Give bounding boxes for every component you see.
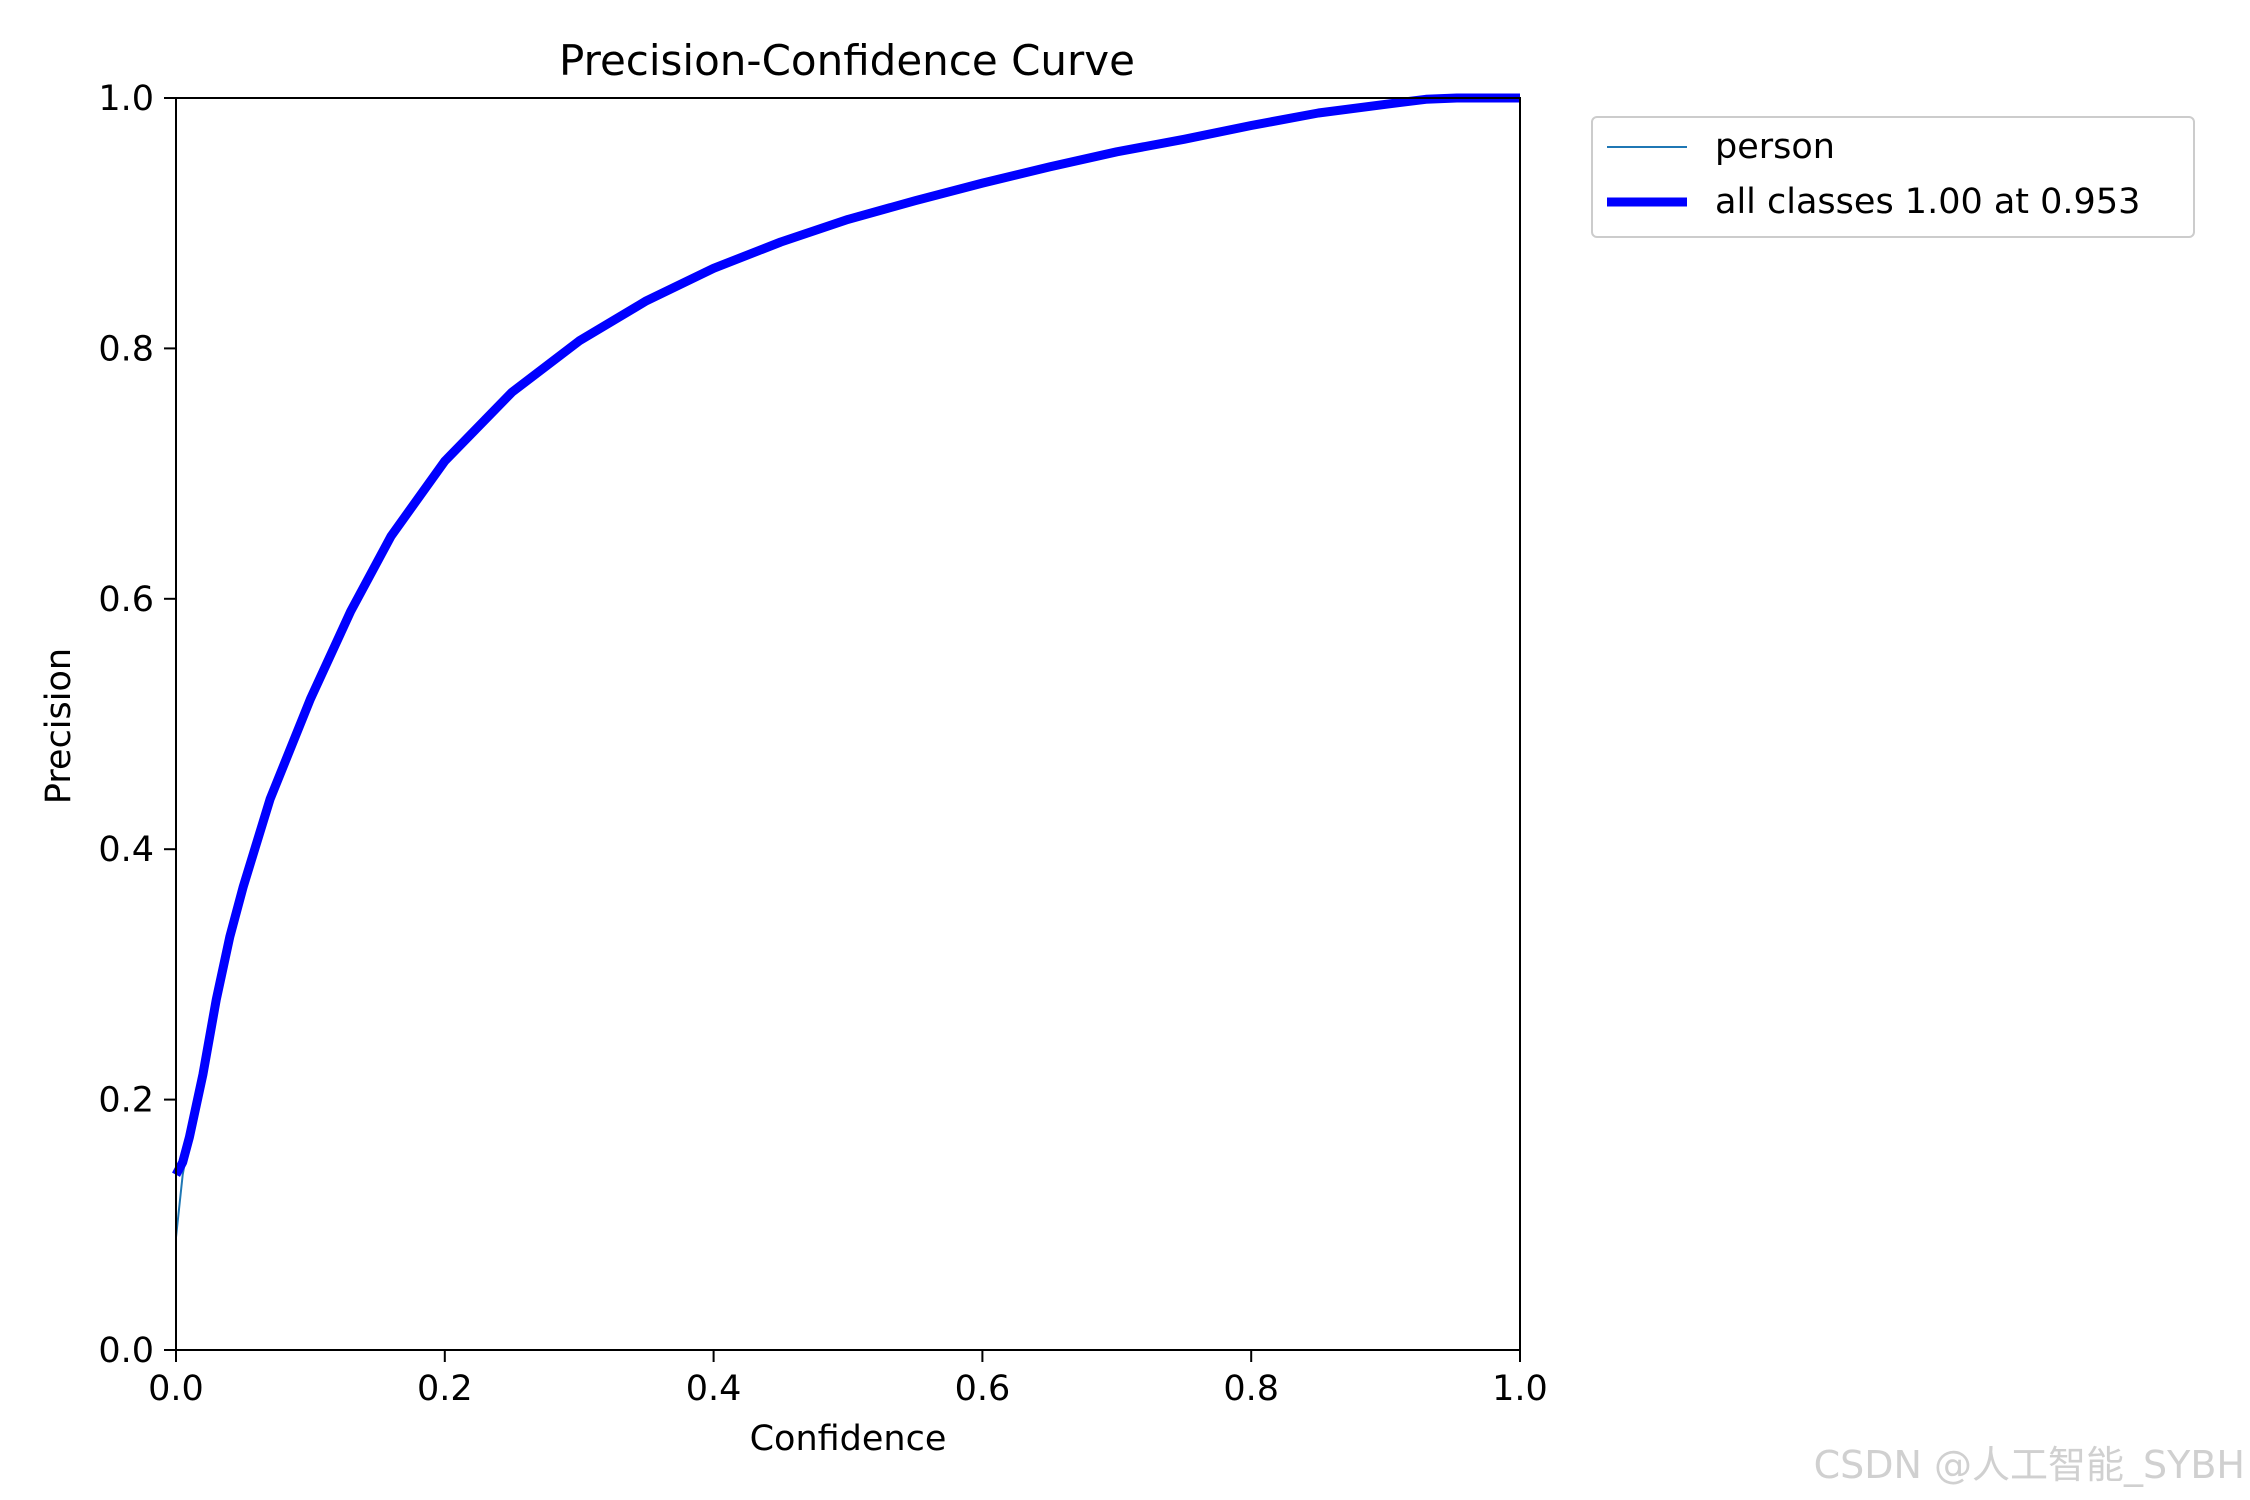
plot-lines — [172, 93, 1520, 1238]
y-tick-label: 0.8 — [98, 329, 154, 369]
y-tick-label: 0.0 — [98, 1331, 154, 1371]
x-axis-label: Confidence — [750, 1419, 947, 1459]
y-tick-label: 1.0 — [98, 79, 154, 119]
y-tick-label: 0.4 — [98, 830, 154, 870]
series-line-all-classes — [172, 93, 1520, 1177]
x-tick-label: 0.0 — [148, 1369, 204, 1409]
legend: person all classes 1.00 at 0.953 — [1591, 116, 2195, 238]
x-tick-label: 0.8 — [1223, 1369, 1279, 1409]
plot-frame — [175, 97, 1521, 1351]
x-tick-label: 0.4 — [686, 1369, 742, 1409]
y-axis-label: Precision — [39, 648, 79, 804]
y-tick-label: 0.2 — [98, 1081, 154, 1121]
x-tick-label: 1.0 — [1492, 1369, 1548, 1409]
y-tick-label: 0.6 — [98, 580, 154, 620]
watermark: CSDN @人工智能_SYBH — [1814, 1443, 2245, 1487]
x-tick-label: 0.2 — [417, 1369, 473, 1409]
legend-label-all-classes: all classes 1.00 at 0.953 — [1715, 182, 2140, 222]
series-line-person — [175, 97, 1520, 1238]
y-axis-ticks: 0.0 0.2 0.4 0.6 0.8 1.0 — [98, 79, 176, 1371]
chart-title: Precision-Confidence Curve — [559, 36, 1135, 85]
x-tick-label: 0.6 — [955, 1369, 1011, 1409]
legend-label-person: person — [1715, 127, 1835, 167]
legend-box — [1591, 116, 2195, 238]
x-axis-ticks: 0.0 0.2 0.4 0.6 0.8 1.0 — [148, 1350, 1548, 1409]
